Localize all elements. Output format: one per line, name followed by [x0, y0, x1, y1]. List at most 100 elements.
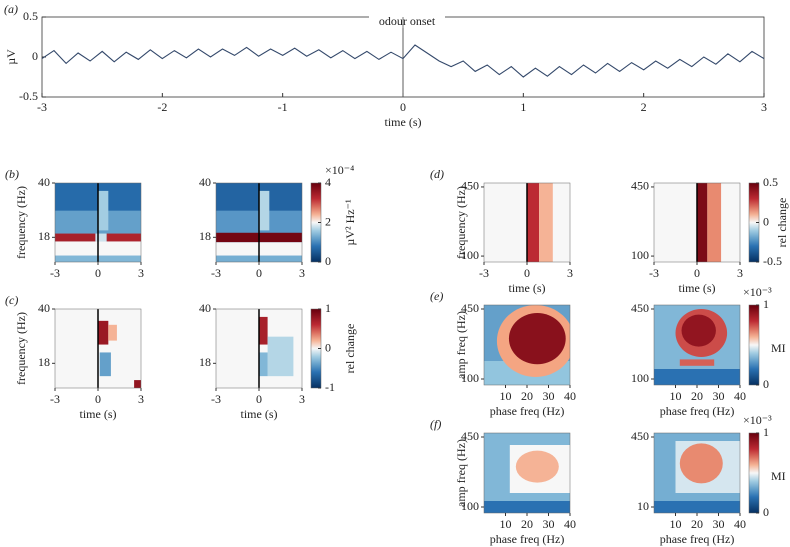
heatmap-region	[484, 501, 570, 513]
y-tick-label: 0.5	[23, 9, 38, 23]
heatmap-image	[654, 305, 740, 385]
x-tick-label: 0	[524, 266, 530, 280]
trace	[41, 44, 765, 78]
x-tick-label: 3	[299, 266, 305, 280]
x-axis-label: phase freq (Hz)	[660, 404, 735, 418]
colorbar-tick-label: 1	[763, 425, 769, 439]
panel-label: (c)	[5, 293, 18, 307]
x-tick-label: 40	[734, 517, 746, 531]
heatmap-region	[681, 314, 716, 347]
y-axis-label: frequency (Hz)	[14, 312, 28, 385]
x-tick-label: 0	[400, 100, 406, 114]
heatmap-region	[697, 183, 708, 262]
x-tick-label: 0	[95, 392, 101, 406]
x-tick-label: 0	[256, 392, 262, 406]
heatmap-region	[267, 336, 294, 377]
x-tick-label: 1	[520, 100, 526, 114]
x-tick-label: -3	[211, 392, 221, 406]
colorbar-tick-label: 1	[763, 297, 769, 311]
x-tick-label: 30	[713, 517, 725, 531]
x-tick-label: 0	[694, 266, 700, 280]
colorbar-scale-label: ×10⁻³	[743, 413, 772, 427]
colorbar-label: µV² Hz⁻¹	[343, 199, 357, 246]
panel-label: (f)	[430, 417, 441, 431]
x-tick-label: -3	[479, 266, 489, 280]
heatmap-region	[527, 183, 540, 262]
y-tick-label: 0	[32, 49, 38, 63]
x-tick-label: 3	[299, 392, 305, 406]
y-tick-label: 450	[461, 301, 479, 315]
heatmap-region	[108, 324, 117, 341]
colorbar-tick-label: 0.5	[763, 175, 778, 189]
x-axis-label: time (s)	[509, 281, 546, 295]
panel-label: (d)	[430, 167, 444, 181]
colorbar-label: rel change	[343, 324, 357, 374]
y-tick-label: 40	[199, 175, 211, 189]
x-tick-label: 30	[543, 517, 555, 531]
colorbar	[748, 304, 760, 386]
x-tick-label: 10	[500, 517, 512, 531]
heatmap-region	[98, 320, 109, 345]
y-tick-label: 40	[38, 301, 50, 315]
y-axis-label: frequency (Hz)	[14, 186, 28, 259]
x-tick-label: 40	[734, 389, 746, 403]
y-tick-label: 40	[38, 175, 50, 189]
x-tick-label: 2	[641, 100, 647, 114]
annotation: odour onset	[379, 14, 436, 28]
heatmap-region	[707, 183, 722, 262]
heatmap-region	[99, 352, 111, 377]
x-tick-label: -3	[211, 266, 221, 280]
heatmap-region	[98, 190, 109, 231]
heatmap-region	[679, 443, 723, 484]
panel-label: (a)	[4, 2, 18, 16]
heatmap-region	[654, 501, 740, 513]
y-tick-label: 18	[199, 355, 211, 369]
x-axis-label: phase freq (Hz)	[660, 532, 735, 546]
y-tick-label: 18	[199, 229, 211, 243]
y-tick-label: 450	[461, 179, 479, 193]
x-tick-label: -2	[157, 100, 167, 114]
annotation-bg	[369, 15, 445, 28]
heatmap-region	[134, 380, 141, 388]
x-tick-label: 3	[138, 266, 144, 280]
colorbar-tick-label: 0	[763, 214, 769, 228]
x-tick-label: -3	[50, 392, 60, 406]
x-tick-label: -3	[649, 266, 659, 280]
heatmap-image	[484, 433, 570, 513]
colorbar-label: MI	[771, 341, 786, 355]
x-tick-label: 0	[256, 266, 262, 280]
heatmap-region	[259, 316, 268, 345]
x-tick-label: 0	[95, 266, 101, 280]
x-axis-label: phase freq (Hz)	[490, 404, 565, 418]
y-tick-label: 18	[38, 355, 50, 369]
y-axis-label: frequency (Hz)	[454, 186, 468, 259]
x-tick-label: 40	[564, 517, 576, 531]
x-tick-label: 3	[737, 266, 743, 280]
x-tick-label: 3	[761, 100, 767, 114]
colorbar-tick-label: 2	[325, 214, 331, 228]
colorbar	[748, 432, 760, 514]
panel-label: (b)	[5, 167, 19, 181]
x-axis-label: time (s)	[679, 281, 716, 295]
colorbar-scale-label: ×10⁻⁴	[325, 163, 354, 177]
y-tick-label: 100	[461, 371, 479, 385]
x-tick-label: 30	[713, 389, 725, 403]
heatmap-region	[654, 369, 740, 385]
y-tick-label: 450	[631, 179, 649, 193]
heatmap-image	[654, 433, 740, 513]
x-tick-label: 3	[138, 392, 144, 406]
y-tick-label: 100	[461, 499, 479, 513]
x-tick-label: -3	[50, 266, 60, 280]
x-tick-label: -1	[278, 100, 288, 114]
y-tick-label: 450	[631, 301, 649, 315]
x-tick-label: 10	[670, 389, 682, 403]
x-tick-label: 20	[521, 517, 533, 531]
x-tick-label: 20	[691, 389, 703, 403]
colorbar-tick-label: 1	[325, 301, 331, 315]
colorbar-tick-label: 4	[325, 175, 331, 189]
y-tick-label: 450	[631, 429, 649, 443]
y-axis-label: amp freq (Hz)	[454, 439, 468, 507]
heatmap-region	[55, 233, 96, 242]
heatmap-region	[259, 190, 270, 231]
